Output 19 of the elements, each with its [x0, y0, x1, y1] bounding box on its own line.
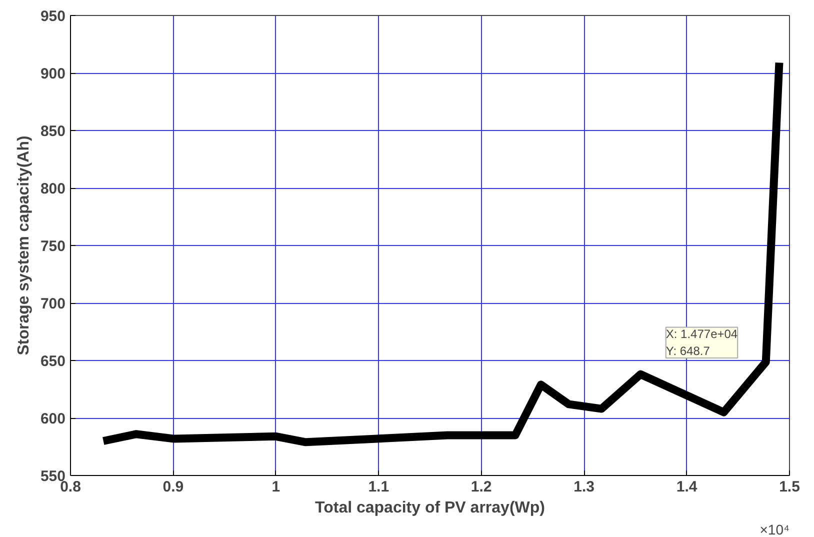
x-tick-label: 1.3: [574, 478, 595, 496]
x-tick-label: 1.1: [368, 478, 390, 496]
x-tick-label: 1.5: [779, 478, 800, 496]
y-tick-label: 700: [40, 296, 66, 312]
y-tick-label: 800: [40, 180, 66, 198]
x-tick-label: 0.9: [162, 478, 184, 496]
y-tick-label: 600: [40, 410, 66, 428]
y-tick-label: 850: [40, 123, 66, 140]
y-tick-label: 900: [40, 66, 66, 82]
y-tick-label: 650: [40, 353, 66, 370]
y-axis-title: Storage system capacity(Ah): [15, 136, 32, 356]
x-axis-title: Total capacity of PV array(Wp): [315, 500, 545, 516]
x-tick-label: 1.4: [676, 478, 698, 496]
x-tick-label: 1.2: [470, 478, 492, 496]
text: ×10⁴: [760, 522, 790, 537]
x-tick-label: 1: [272, 478, 280, 496]
annotation: X: 1.477e+04 Y: 648.7: [666, 327, 738, 358]
y-tick-label: 750: [40, 238, 66, 255]
y-tick-label: 950: [40, 8, 66, 25]
